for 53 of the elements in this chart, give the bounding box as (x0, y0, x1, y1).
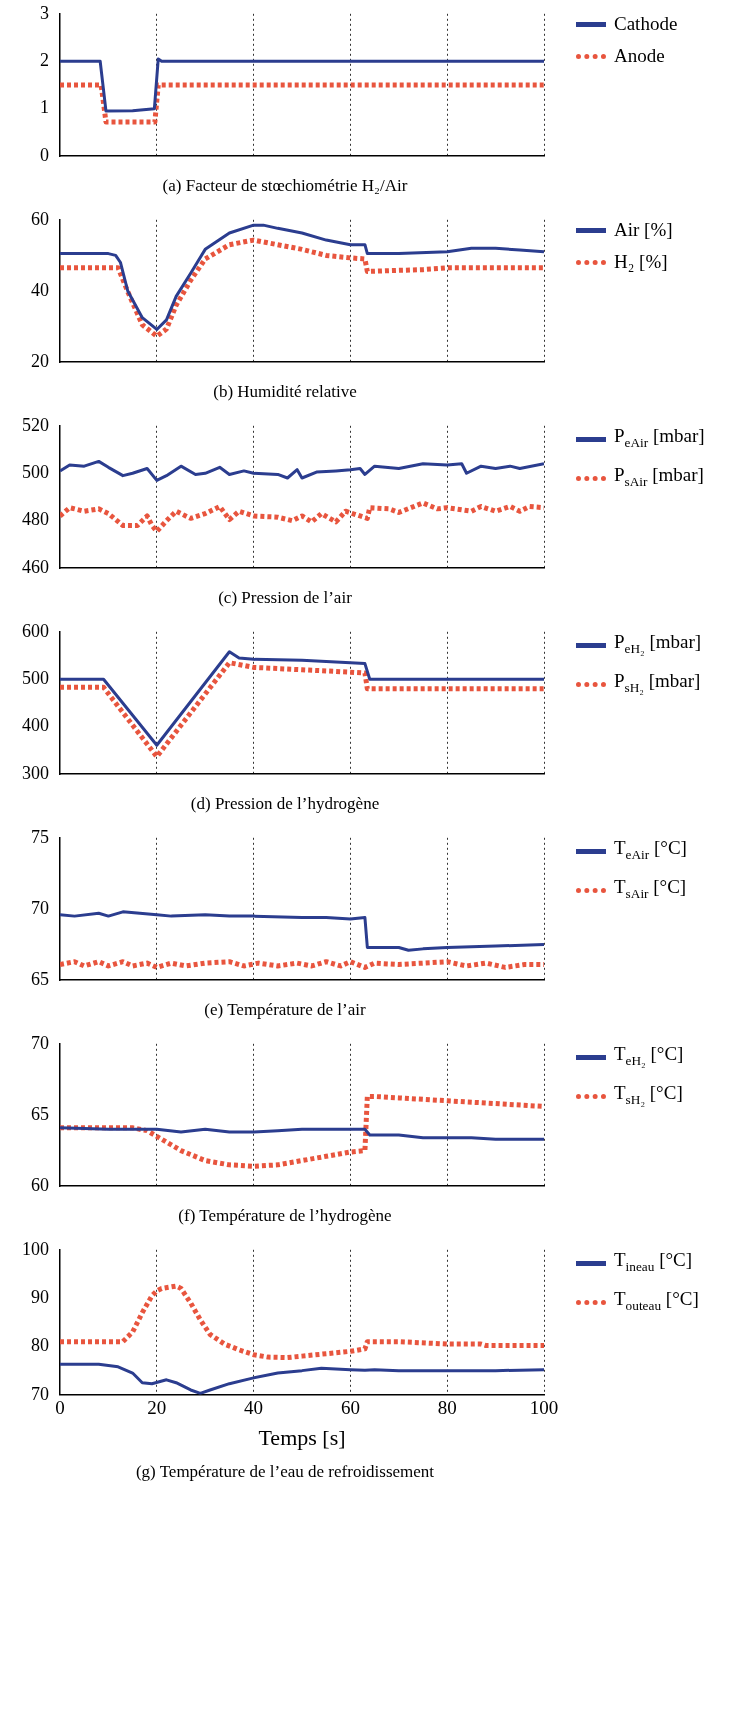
text: (c) Pression de l’air (217, 587, 353, 609)
y-tick-label: 75 (31, 826, 49, 847)
x-tick-label: 80 (437, 1397, 457, 1419)
y-tick-label: 60 (31, 1174, 49, 1195)
y-tick-label: 65 (31, 968, 49, 989)
y-tick-label: 70 (31, 1032, 49, 1053)
legend-label: T$_{eH₂}$ [°C] (614, 1042, 684, 1070)
y-tick-label: 20 (31, 350, 49, 371)
legend-label: Anode (614, 44, 665, 68)
y-tick-label: 460 (22, 556, 49, 577)
legend-label: Air [%] (614, 218, 673, 242)
legend-label: T$_{ineau}$ [°C] (614, 1248, 693, 1276)
text: (f) Température de l’hydrogène (177, 1205, 393, 1227)
x-tick-label: 0 (55, 1397, 65, 1419)
y-tick-label: 3 (40, 2, 49, 23)
legend-label: T$_{outeau}$ [°C] (614, 1286, 699, 1315)
y-tick-label: 70 (31, 1383, 49, 1404)
x-tick-label: 20 (147, 1397, 167, 1419)
y-tick-label: 90 (31, 1286, 49, 1307)
text: (e) Température de l’air (203, 999, 367, 1021)
y-tick-label: 500 (22, 668, 49, 688)
y-tick-label: 70 (31, 897, 49, 918)
y-tick-label: 480 (22, 509, 49, 530)
legend-label: T$_{sH₂}$ [°C] (614, 1080, 683, 1109)
y-tick-label: 1 (40, 97, 49, 118)
x-tick-label: 100 (529, 1397, 559, 1419)
y-tick-label: 40 (31, 279, 49, 300)
legend-label: P$_{eH₂}$ [mbar] (614, 630, 702, 658)
legend-label: P$_{eAir}$ [mbar] (614, 424, 705, 452)
y-tick-label: 80 (31, 1335, 49, 1356)
y-tick-label: 400 (22, 715, 49, 736)
legend-label: P$_{sH₂}$ [mbar] (614, 668, 701, 697)
x-tick-label: 60 (340, 1397, 360, 1419)
legend-label: Cathode (614, 12, 678, 36)
text: (d) Pression de l’hydrogène (189, 793, 381, 815)
y-tick-label: 600 (22, 620, 49, 641)
legend-label: T$_{eAir}$ [°C] (614, 836, 687, 864)
x-axis-title: Temps [s] (258, 1424, 346, 1450)
legend-label: T$_{sAir}$ [°C] (614, 874, 687, 903)
text: (a) Facteur de stœchiométrie H₂/Air (161, 175, 409, 197)
y-tick-label: 100 (22, 1238, 49, 1259)
y-tick-label: 300 (22, 762, 49, 783)
y-tick-label: 520 (22, 414, 49, 435)
y-tick-label: 0 (40, 144, 49, 165)
y-tick-label: 60 (31, 208, 49, 229)
legend-label: P$_{sAir}$ [mbar] (614, 462, 704, 491)
y-tick-label: 2 (40, 50, 49, 70)
legend-label: H₂ [%] (614, 250, 668, 274)
x-tick-label: 40 (244, 1397, 264, 1419)
y-tick-label: 500 (22, 462, 49, 482)
y-tick-label: 65 (31, 1103, 49, 1124)
text: (g) Température de l’eau de refroidissement (134, 1461, 436, 1483)
text: (b) Humidité relative (212, 381, 358, 403)
